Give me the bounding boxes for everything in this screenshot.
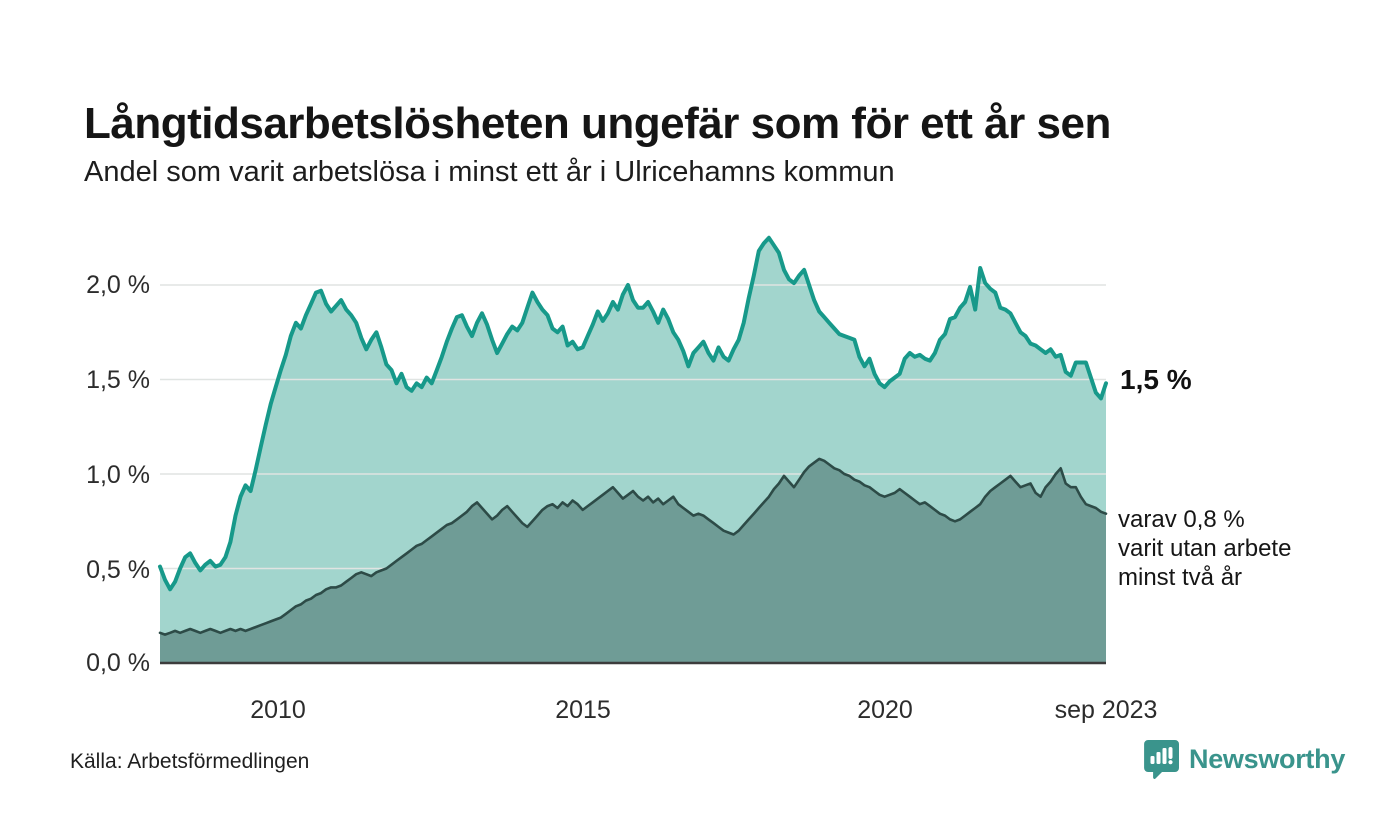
y-axis-label: 0,5 % <box>86 556 150 584</box>
y-axis-label: 0,0 % <box>86 649 150 677</box>
source-text: Källa: Arbetsförmedlingen <box>70 750 310 773</box>
upper-series-line <box>158 235 1108 592</box>
newsworthy-logo: Newsworthy <box>1143 739 1345 779</box>
newsworthy-bubble-chart-icon <box>1144 740 1179 779</box>
page-title: Långtidsarbetslösheten ungefär som för e… <box>84 99 1111 149</box>
two-year-annotation: varav 0,8 % varit utan arbete minst två … <box>1118 506 1292 591</box>
latest-value-annotation: 1,5 % <box>1120 364 1192 395</box>
lower-series-area <box>160 458 1106 663</box>
y-axis-label: 1,0 % <box>86 461 150 489</box>
x-axis-label: 2020 <box>857 696 913 724</box>
page-subtitle: Andel som varit arbetslösa i minst ett å… <box>84 156 895 188</box>
lower-series-line <box>158 457 1108 636</box>
y-axis-label: 2,0 % <box>86 271 150 299</box>
newsworthy-logo-text: Newsworthy <box>1189 743 1346 774</box>
x-axis-label: 2015 <box>555 696 611 724</box>
x-axis-label: 2010 <box>250 696 306 724</box>
x-axis-label: sep 2023 <box>1054 696 1158 724</box>
y-axis-label: 1,5 % <box>86 366 150 394</box>
